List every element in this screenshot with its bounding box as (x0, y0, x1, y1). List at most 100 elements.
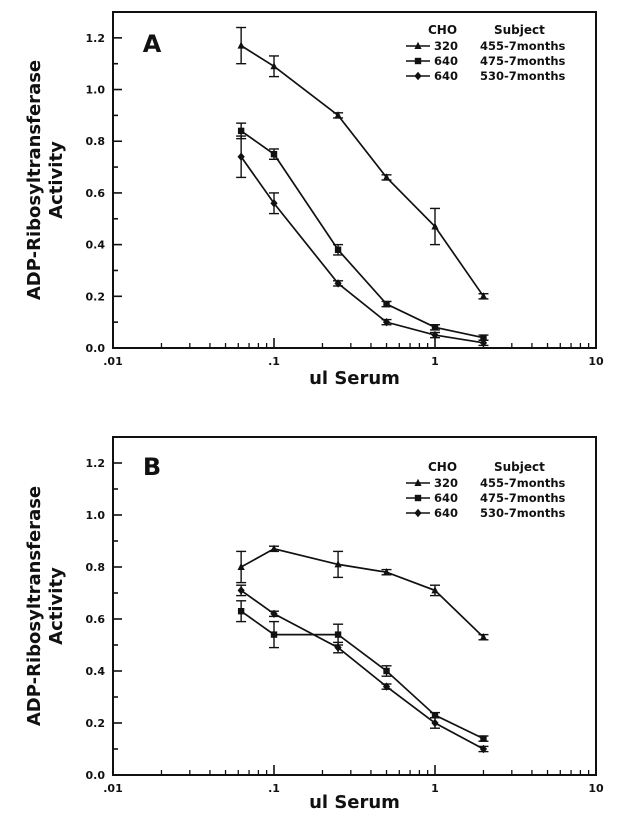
series-line (240, 547, 485, 638)
series-line (240, 130, 484, 339)
legend-marker (414, 57, 422, 65)
legend-header-cho: CHO (428, 23, 457, 37)
data-point (480, 334, 487, 341)
series-1 (236, 544, 489, 641)
legend-cho-value: 640 (434, 506, 458, 520)
chart-panel-b: 0.0 0.2 0.4 0.6 0.8 1.0 1.2 .01 .1 1 10 ul Serum ADP… (24, 436, 604, 813)
x-tick-label: .1 (268, 355, 280, 368)
legend-header-subject: Subject (494, 460, 545, 474)
y-tick-label: 0.2 (86, 290, 106, 303)
data-point (479, 744, 488, 754)
series-line (240, 44, 485, 297)
legend-marker (414, 71, 422, 81)
data-point (334, 560, 342, 568)
data-point (383, 667, 390, 675)
data-point (270, 62, 278, 70)
legend-cho-value: 640 (434, 491, 458, 505)
data-point (479, 338, 488, 348)
data-point (431, 718, 439, 728)
legend: CHO Subject 320 455-7months 640 475-7months 64… (406, 460, 566, 520)
chart-panel-a: 0.0 0.2 0.4 0.6 0.8 1.0 1.2 .01 .1 1 10 ul Serum ADP… (24, 11, 604, 389)
legend-marker (414, 494, 422, 502)
data-point (270, 631, 278, 638)
series-1 (236, 26, 489, 300)
series-2 (236, 600, 489, 742)
data-point (431, 586, 439, 594)
data-point (334, 279, 342, 288)
legend-subject-value: 475-7months (480, 54, 566, 68)
x-tick-label: 1 (431, 355, 439, 368)
data-point (270, 150, 278, 158)
legend-cho-value: 640 (434, 69, 458, 83)
y-tick-label: 1.0 (86, 84, 106, 97)
data-point (237, 152, 245, 161)
legend-marker (414, 478, 422, 486)
data-point (237, 562, 245, 570)
data-point (431, 330, 439, 340)
data-point (382, 682, 391, 691)
plot-frame (112, 11, 597, 349)
y-tick-label: 0.6 (86, 613, 106, 626)
legend-subject-value: 475-7months (480, 491, 566, 505)
y-tick-label: 0.8 (86, 135, 106, 148)
data-point (431, 222, 439, 230)
data-point (334, 631, 342, 638)
x-tick-label: 10 (588, 782, 604, 795)
x-axis-title: ul Serum (309, 368, 400, 389)
y-tick-label: 0.0 (86, 769, 106, 782)
data-point (382, 173, 391, 181)
data-point (270, 199, 278, 208)
y-axis-title: ADP-RibosyltransferaseActivity (24, 486, 67, 726)
series-line (240, 610, 484, 740)
data-point (334, 246, 342, 253)
y-tick-label: 0.0 (86, 342, 106, 355)
panel-letter: A (143, 30, 162, 58)
y-axis-title: ADP-RibosyltransferaseActivity (24, 60, 67, 300)
legend-subject-value: 530-7months (480, 506, 566, 520)
data-point (237, 586, 245, 595)
panel-letter: B (143, 453, 161, 481)
legend: CHO Subject 320 455-7months 640 475-7months 64… (406, 23, 566, 83)
data-point (334, 643, 342, 652)
y-tick-label: 0.2 (86, 717, 106, 730)
y-tick-label: 0.8 (86, 561, 106, 574)
legend-marker (414, 508, 422, 518)
legend-cho-value: 320 (434, 39, 458, 53)
y-tick-label: 1.2 (86, 457, 106, 470)
data-point (382, 317, 391, 327)
series-3 (236, 584, 489, 754)
x-tick-label: 1 (431, 782, 439, 795)
data-point (237, 41, 245, 49)
x-tick-label: .1 (268, 782, 280, 795)
data-point (382, 568, 391, 576)
data-point (383, 300, 390, 308)
x-tick-label: .01 (103, 355, 123, 368)
data-point (237, 127, 245, 135)
y-tick-label: 0.6 (86, 187, 106, 200)
y-tick-label: 0.4 (86, 665, 106, 678)
legend-subject-value: 455-7months (480, 476, 566, 490)
legend-header-cho: CHO (428, 460, 457, 474)
x-axis-title: ul Serum (309, 792, 400, 813)
legend-marker (414, 41, 422, 49)
data-point (431, 324, 439, 331)
legend-header-subject: Subject (494, 23, 545, 37)
data-point (479, 633, 488, 641)
legend-cho-value: 320 (434, 476, 458, 490)
x-tick-label: 10 (588, 355, 604, 368)
series-2 (236, 122, 489, 341)
y-tick-label: 0.4 (86, 239, 106, 252)
series-line (240, 589, 484, 750)
y-tick-label: 1.0 (86, 509, 106, 522)
series-3 (236, 135, 489, 348)
plot-frame (112, 436, 597, 776)
x-tick-label: .01 (103, 782, 123, 795)
data-point (237, 608, 245, 615)
y-tick-label: 1.2 (86, 32, 106, 45)
data-point (480, 735, 487, 742)
series-line (240, 156, 484, 344)
data-point (270, 544, 278, 552)
data-point (270, 609, 278, 618)
legend-subject-value: 530-7months (480, 69, 566, 83)
